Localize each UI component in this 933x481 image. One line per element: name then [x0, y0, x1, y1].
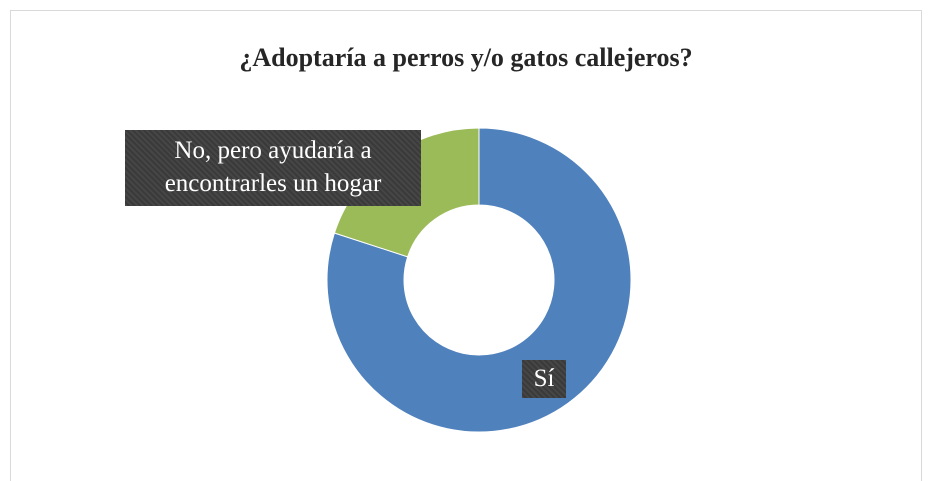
chart-title: ¿Adoptaría a perros y/o gatos callejeros…: [239, 43, 692, 72]
donut-slice: [326, 127, 632, 433]
data-label: No, pero ayudaría a encontrarles un hoga…: [125, 130, 421, 206]
data-label: Sí: [522, 360, 566, 398]
